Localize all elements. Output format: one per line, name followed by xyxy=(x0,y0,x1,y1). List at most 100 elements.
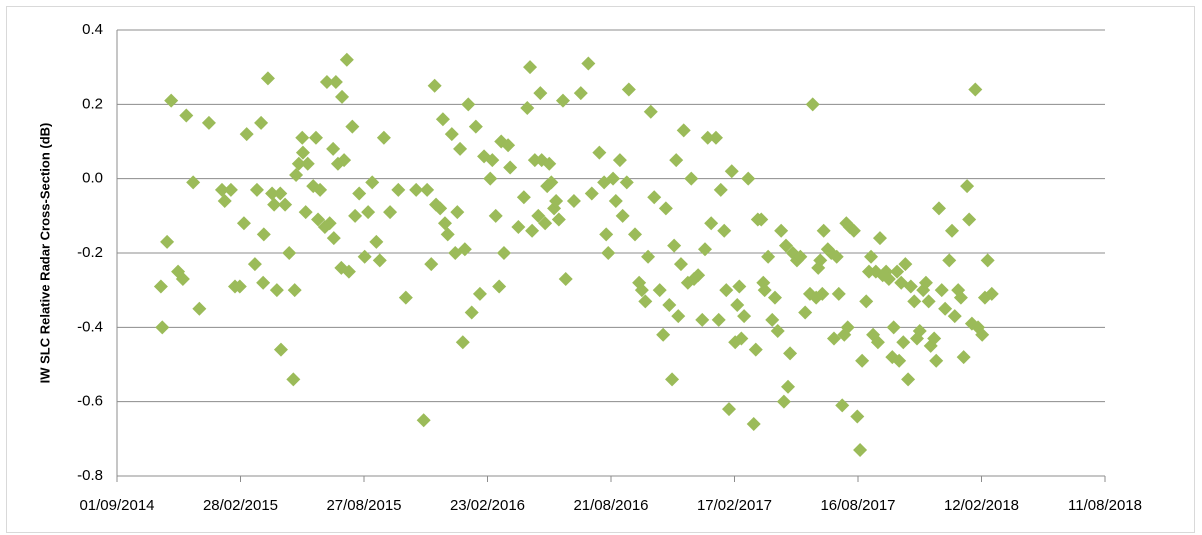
data-point xyxy=(472,286,487,301)
x-tick-label: 11/08/2018 xyxy=(1068,497,1142,514)
data-point xyxy=(975,327,990,342)
data-point xyxy=(829,249,844,264)
data-point xyxy=(551,212,566,227)
data-point xyxy=(186,175,201,190)
data-point xyxy=(365,175,380,190)
x-tick-label: 16/08/2017 xyxy=(820,497,895,514)
data-point xyxy=(912,324,927,339)
data-point xyxy=(298,205,313,220)
data-point xyxy=(621,82,636,97)
data-point xyxy=(427,78,442,93)
data-point xyxy=(291,156,306,171)
data-point xyxy=(846,223,861,238)
data-point xyxy=(918,275,933,290)
data-point xyxy=(308,130,323,145)
data-point xyxy=(944,223,959,238)
data-point xyxy=(968,82,983,97)
data-point xyxy=(704,216,719,231)
data-point xyxy=(921,294,936,309)
data-point xyxy=(523,60,538,75)
data-point xyxy=(352,186,367,201)
data-point xyxy=(599,227,614,242)
data-point xyxy=(295,130,310,145)
data-point xyxy=(783,346,798,361)
data-point xyxy=(287,283,302,298)
data-point xyxy=(816,223,831,238)
y-tick-label: 0.0 xyxy=(82,170,103,187)
data-point xyxy=(984,286,999,301)
data-point xyxy=(835,398,850,413)
data-point xyxy=(781,379,796,394)
data-point xyxy=(901,372,916,387)
data-point xyxy=(798,305,813,320)
data-point xyxy=(684,171,699,186)
data-point xyxy=(457,242,472,257)
data-point xyxy=(239,127,254,142)
data-point xyxy=(345,119,360,134)
data-point xyxy=(953,290,968,305)
data-point xyxy=(652,283,667,298)
data-point xyxy=(708,130,723,145)
data-point xyxy=(890,264,905,279)
data-point xyxy=(175,272,190,287)
data-point xyxy=(361,205,376,220)
data-point xyxy=(485,153,500,168)
data-point xyxy=(793,249,808,264)
data-point xyxy=(730,298,745,313)
data-point xyxy=(713,182,728,197)
data-point xyxy=(647,190,662,205)
data-point xyxy=(662,298,677,313)
data-point xyxy=(326,141,341,156)
data-point xyxy=(667,238,682,253)
data-point xyxy=(383,205,398,220)
data-point xyxy=(700,130,715,145)
data-point xyxy=(328,75,343,90)
data-point xyxy=(934,283,949,298)
data-point xyxy=(850,409,865,424)
y-axis-title: IW SLC Relative Radar Cross-Section (dB) xyxy=(37,123,52,384)
data-point xyxy=(831,286,846,301)
data-point xyxy=(774,223,789,238)
data-point xyxy=(409,182,424,197)
data-point xyxy=(544,175,559,190)
data-point xyxy=(619,175,634,190)
data-point xyxy=(511,219,526,234)
data-point xyxy=(886,320,901,335)
data-point xyxy=(295,145,310,160)
data-point xyxy=(549,193,564,208)
data-point xyxy=(566,193,581,208)
data-point xyxy=(770,324,785,339)
data-point xyxy=(201,115,216,130)
data-point xyxy=(444,127,459,142)
data-point xyxy=(754,212,769,227)
data-point xyxy=(223,182,238,197)
data-point xyxy=(435,112,450,127)
data-point xyxy=(348,208,363,223)
data-point xyxy=(903,279,918,294)
data-point xyxy=(853,442,868,457)
data-point xyxy=(496,246,511,260)
data-point xyxy=(665,372,680,387)
data-point xyxy=(757,283,772,298)
data-point xyxy=(658,201,673,216)
data-point xyxy=(300,156,315,171)
data-point xyxy=(267,197,282,212)
data-point xyxy=(947,309,962,324)
data-point xyxy=(286,372,301,387)
data-point xyxy=(737,309,752,324)
data-point xyxy=(813,253,828,268)
data-point xyxy=(339,52,354,67)
data-point xyxy=(732,279,747,294)
data-point xyxy=(341,264,356,279)
data-point xyxy=(896,335,911,350)
data-point xyxy=(372,253,387,268)
data-point xyxy=(440,227,455,242)
data-point xyxy=(734,331,749,346)
data-point xyxy=(533,86,548,101)
data-point xyxy=(269,283,284,298)
data-point xyxy=(962,212,977,227)
chart-frame xyxy=(6,6,1195,533)
data-point xyxy=(322,216,337,231)
data-point xyxy=(776,394,791,409)
data-point xyxy=(695,312,710,327)
